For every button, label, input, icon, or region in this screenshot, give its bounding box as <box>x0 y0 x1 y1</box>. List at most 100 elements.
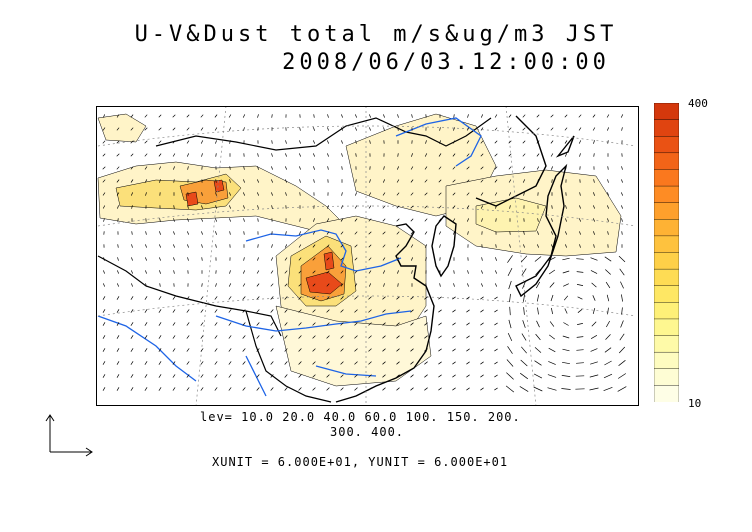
wind-vector <box>508 179 512 183</box>
wind-vector <box>607 307 609 315</box>
wind-vector <box>537 231 539 235</box>
wind-vector <box>549 321 555 327</box>
wind-vector <box>605 281 611 289</box>
wind-vector <box>452 192 456 196</box>
wind-vector <box>383 114 385 118</box>
wind-vector <box>520 359 528 367</box>
wind-vector <box>605 320 611 328</box>
wind-vector <box>298 322 302 326</box>
wind-vector <box>564 114 568 118</box>
wind-vector <box>159 283 161 287</box>
wind-vector <box>396 374 400 378</box>
wind-vector <box>312 374 316 378</box>
wind-vector <box>340 270 344 274</box>
wind-vector <box>158 387 162 391</box>
wind-vector <box>145 192 147 196</box>
wind-vector <box>522 140 526 144</box>
dust-region-south <box>275 305 432 387</box>
wind-vector <box>229 231 231 235</box>
wind-vector <box>536 127 540 131</box>
wind-vector <box>621 127 623 131</box>
wind-vector <box>270 270 274 274</box>
wind-vector <box>466 192 470 196</box>
wind-vector <box>326 296 330 300</box>
wind-vector <box>284 244 288 248</box>
wind-vector <box>494 166 498 170</box>
wind-vector <box>327 153 329 157</box>
wind-vector <box>340 244 344 248</box>
wind-vector <box>424 244 428 248</box>
river-pearl <box>315 365 377 377</box>
wind-vector <box>593 192 595 196</box>
wind-vector <box>424 192 428 196</box>
wind-vector <box>158 361 162 365</box>
wind-vector <box>172 244 176 248</box>
wind-vector <box>131 244 133 248</box>
wind-vector <box>410 218 414 222</box>
wind-vector <box>576 362 584 364</box>
wind-vector <box>576 349 584 351</box>
wind-vector <box>341 114 343 118</box>
wind-vector <box>382 192 386 196</box>
wind-vector <box>354 257 358 261</box>
wind-vector <box>382 361 386 365</box>
wind-vector <box>507 346 513 354</box>
wind-vector <box>410 348 414 352</box>
wind-vector <box>299 192 301 196</box>
wind-vector <box>159 270 161 274</box>
wind-vector <box>144 361 148 365</box>
wind-vector <box>480 205 484 209</box>
wind-vector <box>186 309 190 313</box>
wind-vector <box>312 140 316 144</box>
wind-vector <box>562 257 570 261</box>
wind-vector <box>285 179 287 183</box>
wind-vector <box>285 153 287 157</box>
wind-vector <box>158 257 162 261</box>
wind-vector <box>563 295 569 301</box>
wind-vector <box>214 309 218 313</box>
wind-vector <box>466 179 470 183</box>
wind-vector <box>579 231 581 235</box>
wind-vector <box>326 348 330 352</box>
wind-vector <box>102 140 106 144</box>
wind-vector <box>131 283 133 287</box>
wind-vector <box>466 309 470 313</box>
wind-vector <box>256 179 260 183</box>
wind-vector <box>452 218 456 222</box>
wind-vector <box>229 140 231 144</box>
wind-vector <box>467 283 469 287</box>
wind-vector <box>494 361 498 365</box>
wind-vector <box>131 257 133 261</box>
wind-vector <box>604 256 612 262</box>
wind-vector <box>130 153 134 157</box>
wind-vector <box>396 257 400 261</box>
wind-vector <box>618 255 626 263</box>
wind-vector <box>603 373 613 379</box>
wind-vector <box>523 294 525 302</box>
wind-vector <box>424 322 428 326</box>
wind-vector <box>243 166 245 170</box>
wind-vector <box>548 256 556 262</box>
dust-region-west-max-2 <box>185 191 199 207</box>
wind-vector <box>326 218 330 222</box>
wind-vector <box>116 270 120 274</box>
wind-vector <box>452 179 456 183</box>
wind-vector <box>548 269 556 275</box>
wind-vector <box>214 387 218 391</box>
wind-vector <box>354 309 358 313</box>
wind-vector <box>130 296 134 300</box>
dust-region-far-nw <box>97 113 147 143</box>
wind-vector <box>130 192 134 196</box>
wind-vector <box>299 127 301 131</box>
wind-vector <box>354 283 358 287</box>
wind-vector <box>534 256 542 262</box>
wind-vector <box>565 244 567 248</box>
wind-vector <box>438 205 442 209</box>
wind-vector <box>536 244 540 248</box>
wind-vector <box>158 374 162 378</box>
wind-vector <box>102 348 106 352</box>
wind-vector <box>256 322 260 326</box>
wind-vector <box>312 270 316 274</box>
wind-vector <box>326 244 330 248</box>
wind-vector <box>270 283 274 287</box>
